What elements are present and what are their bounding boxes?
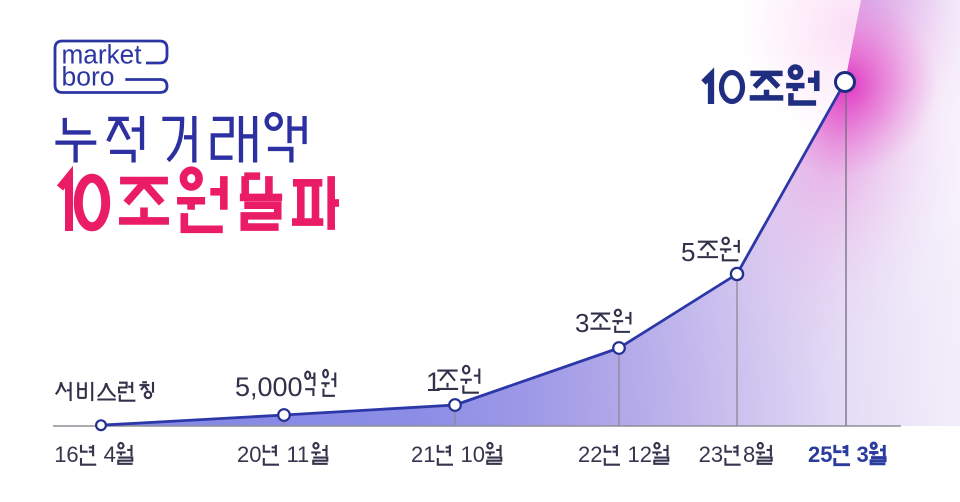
svg-text:10: 10 (460, 442, 484, 467)
svg-text:23: 23 (699, 442, 723, 467)
svg-text:5: 5 (681, 237, 695, 267)
svg-text:8: 8 (743, 442, 755, 467)
svg-text:3: 3 (575, 308, 589, 338)
svg-text:market: market (62, 40, 142, 70)
svg-text:1: 1 (426, 367, 441, 397)
svg-text:boro: boro (62, 62, 115, 92)
svg-text:12: 12 (627, 442, 651, 467)
svg-text:20: 20 (237, 442, 261, 467)
svg-text:22: 22 (578, 442, 602, 467)
svg-text:5,000: 5,000 (235, 372, 303, 402)
svg-text:4: 4 (104, 442, 116, 467)
svg-text:25: 25 (808, 442, 832, 467)
svg-text:21: 21 (411, 442, 435, 467)
svg-text:3: 3 (856, 442, 868, 467)
svg-text:11: 11 (286, 442, 309, 467)
svg-text:16: 16 (54, 442, 78, 467)
